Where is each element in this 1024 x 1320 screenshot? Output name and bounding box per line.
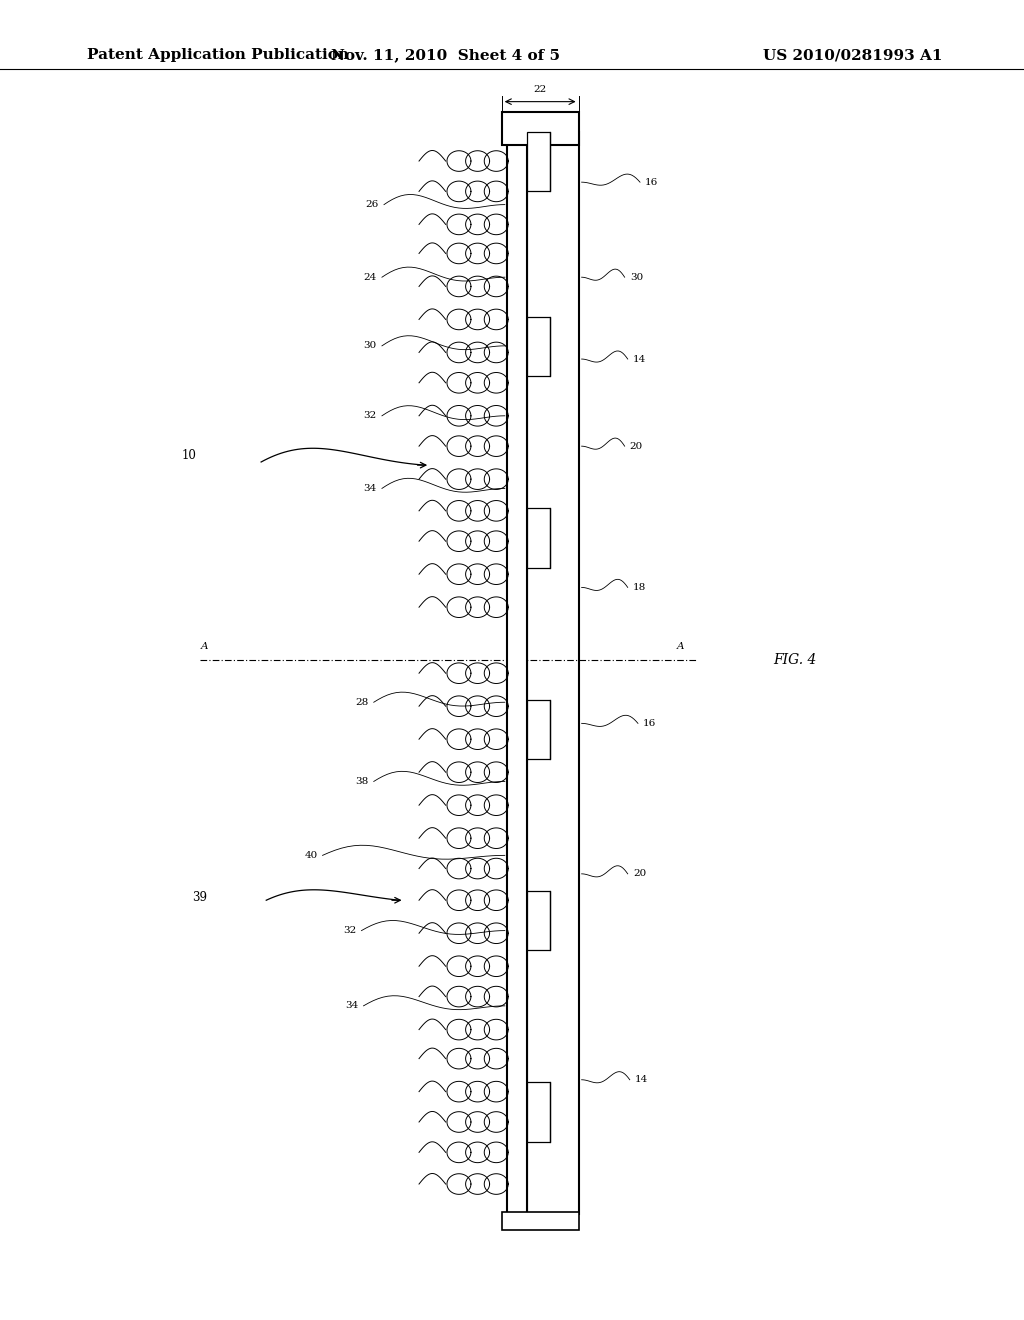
Bar <box>527 1082 550 1142</box>
Text: 14: 14 <box>635 1076 648 1084</box>
Text: 34: 34 <box>345 1002 358 1010</box>
Text: 24: 24 <box>364 273 377 281</box>
Text: US 2010/0281993 A1: US 2010/0281993 A1 <box>763 49 942 62</box>
Text: 40: 40 <box>304 851 317 859</box>
Text: 22: 22 <box>534 84 547 94</box>
Bar <box>527 891 550 950</box>
Text: 28: 28 <box>355 698 369 706</box>
Bar <box>527 700 550 759</box>
Text: 32: 32 <box>364 412 377 420</box>
Bar <box>527 317 550 376</box>
Bar <box>527 508 550 568</box>
Text: 34: 34 <box>364 484 377 492</box>
Bar <box>527 132 550 191</box>
Text: FIG. 4: FIG. 4 <box>773 653 816 667</box>
Text: 16: 16 <box>643 719 656 727</box>
Text: 26: 26 <box>366 201 379 209</box>
Text: 32: 32 <box>343 927 356 935</box>
Text: A: A <box>677 642 685 651</box>
Text: Patent Application Publication: Patent Application Publication <box>87 49 349 62</box>
Text: 38: 38 <box>355 777 369 785</box>
Bar <box>527 132 579 1214</box>
Text: 30: 30 <box>364 342 377 350</box>
Text: A: A <box>201 642 209 651</box>
Bar <box>527 132 579 1214</box>
Text: 20: 20 <box>633 870 646 878</box>
Text: 39: 39 <box>193 891 207 904</box>
Bar <box>507 132 527 1214</box>
Text: 14: 14 <box>633 355 646 363</box>
Text: 16: 16 <box>645 178 658 186</box>
Text: 30: 30 <box>630 273 643 281</box>
Text: 20: 20 <box>630 442 643 450</box>
Bar <box>502 112 579 145</box>
Text: 18: 18 <box>633 583 646 591</box>
Bar <box>502 1212 579 1230</box>
Text: 10: 10 <box>182 449 197 462</box>
Text: Nov. 11, 2010  Sheet 4 of 5: Nov. 11, 2010 Sheet 4 of 5 <box>331 49 560 62</box>
